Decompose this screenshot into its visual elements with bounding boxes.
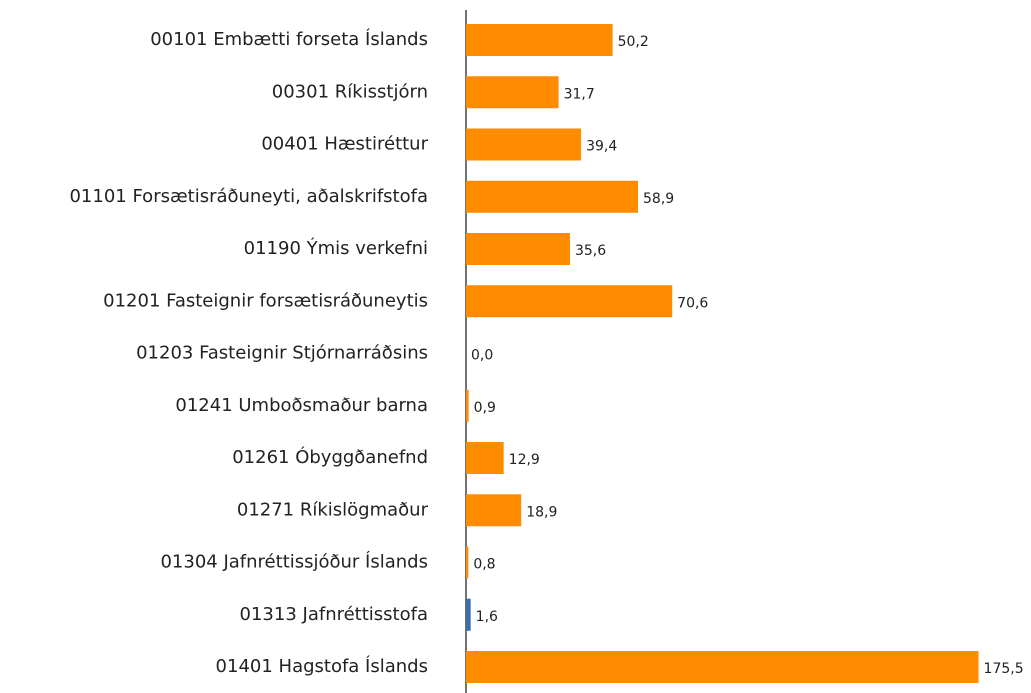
value-label: 70,6 [677,295,708,311]
category-label: 01304 Jafnréttissjóður Íslands [160,551,428,573]
category-label: 01401 Hagstofa Íslands [216,655,428,677]
bar [466,285,673,318]
value-label: 0,8 [473,557,495,573]
value-label: 58,9 [643,191,674,207]
bar [466,494,522,527]
value-label: 39,4 [586,139,617,155]
bar [466,76,559,109]
bar [466,598,471,631]
category-label: 01101 Forsætisráðuneyti, aðalskrifstofa [69,186,428,207]
bar [466,442,504,474]
category-label: 01241 Umboðsmaður barna [175,395,428,416]
value-label: 175,5 [984,661,1024,677]
bar [466,128,582,161]
bar [466,180,639,213]
bar [466,24,613,56]
value-label: 12,9 [509,452,540,468]
category-label: 01261 Óbyggðanefnd [232,446,428,468]
value-label: 0,9 [474,400,496,416]
bar [466,546,469,579]
category-label: 00401 Hæstiréttur [261,134,428,155]
bar [466,233,570,265]
value-label: 1,6 [476,609,498,625]
category-label: 01203 Fasteignir Stjórnarráðsins [136,343,428,364]
bar [466,389,469,422]
category-label: 01201 Fasteignir forsætisráðuneytis [103,290,428,311]
category-label: 01271 Ríkislögmaður [237,499,429,520]
category-label: 00101 Embætti forseta Íslands [150,28,428,50]
category-label: 00301 Ríkisstjórn [272,81,428,102]
category-label: 01190 Ýmis verkefni [244,237,428,259]
value-label: 18,9 [526,504,557,520]
value-label: 35,6 [575,243,606,259]
bar [466,651,979,683]
value-label: 50,2 [618,34,649,50]
category-label: 01313 Jafnréttisstofa [240,604,428,625]
value-label: 31,7 [564,86,595,102]
value-label: 0,0 [471,348,493,364]
